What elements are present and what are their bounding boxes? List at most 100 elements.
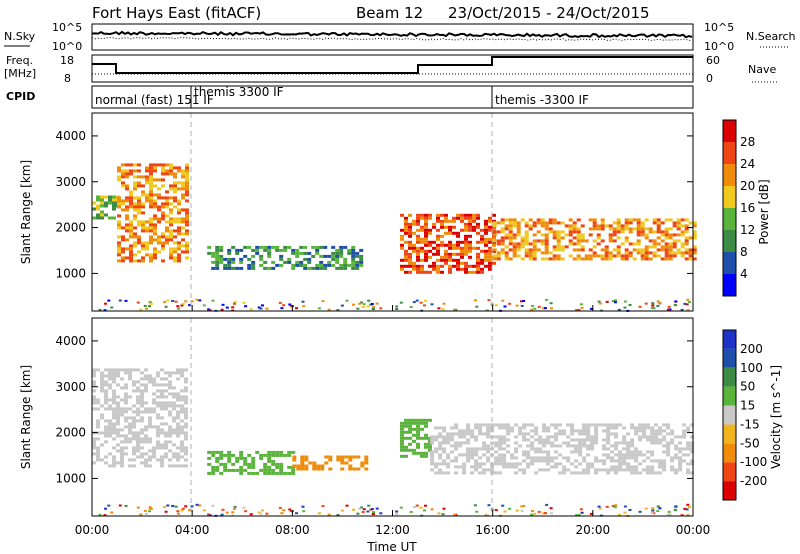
power-cell bbox=[185, 223, 189, 227]
velocity-cell bbox=[184, 398, 188, 402]
power-cell bbox=[211, 251, 216, 255]
velocity-cell bbox=[124, 504, 128, 507]
velocity-cell bbox=[542, 423, 547, 427]
velocity-cell bbox=[626, 456, 631, 460]
velocity-cell bbox=[638, 471, 643, 475]
velocity-cell bbox=[486, 456, 491, 460]
power-cell bbox=[476, 213, 480, 217]
velocity-cell bbox=[176, 395, 180, 399]
velocity-cell bbox=[654, 441, 659, 445]
power-cell bbox=[355, 260, 360, 264]
velocity-cell bbox=[438, 453, 443, 457]
power-cell bbox=[117, 169, 121, 173]
velocity-cell bbox=[562, 432, 567, 436]
power-cell bbox=[560, 257, 565, 261]
power-cell bbox=[496, 257, 501, 261]
power-cell bbox=[440, 234, 444, 238]
velocity-cell bbox=[466, 438, 471, 442]
power-cell bbox=[476, 246, 480, 250]
power-cell bbox=[592, 245, 597, 249]
velocity-cell bbox=[458, 429, 463, 433]
power-cell bbox=[468, 270, 472, 274]
velocity-cell bbox=[112, 431, 116, 435]
velocity-cell bbox=[358, 507, 362, 510]
power-cell bbox=[683, 302, 687, 305]
power-cell bbox=[185, 214, 189, 218]
velocity-cell bbox=[518, 462, 523, 466]
power-cell bbox=[416, 258, 420, 262]
power-cell bbox=[108, 216, 112, 220]
power-cell bbox=[492, 243, 496, 247]
velocity-cell bbox=[430, 453, 435, 457]
power-cell bbox=[572, 242, 577, 246]
power-cell bbox=[137, 202, 141, 206]
velocity-cell bbox=[291, 471, 296, 475]
velocity-cell bbox=[108, 419, 112, 423]
power-cell bbox=[576, 242, 581, 246]
power-cell bbox=[416, 213, 420, 217]
power-cell bbox=[468, 219, 472, 223]
power-cell bbox=[504, 233, 509, 237]
power-cell bbox=[664, 218, 669, 222]
power-cell bbox=[129, 235, 133, 239]
nsearch-series bbox=[91, 37, 693, 42]
velocity-cell bbox=[128, 437, 132, 441]
power-cell bbox=[117, 220, 121, 224]
power-cell bbox=[169, 211, 173, 215]
power-cell bbox=[464, 267, 468, 271]
velocity-cell bbox=[96, 455, 100, 459]
velocity-cell bbox=[430, 441, 435, 445]
power-cell bbox=[524, 248, 529, 252]
power-cell bbox=[177, 244, 181, 248]
power-cell bbox=[408, 228, 412, 232]
velocity-echo-cells bbox=[92, 368, 695, 517]
velocity-cell bbox=[651, 509, 655, 512]
power-cell bbox=[184, 300, 188, 303]
velocity-cell bbox=[120, 386, 124, 390]
velocity-cell bbox=[590, 423, 595, 427]
power-cell bbox=[484, 231, 488, 235]
power-cell bbox=[532, 251, 537, 255]
velocity-cell bbox=[180, 395, 184, 399]
velocity-cell bbox=[278, 506, 282, 509]
power-cell bbox=[544, 251, 549, 255]
power-cell bbox=[624, 257, 629, 261]
power-cell bbox=[161, 172, 165, 176]
nave-tick-top: 60 bbox=[706, 54, 720, 67]
power-cell bbox=[592, 251, 597, 255]
velocity-cell bbox=[514, 435, 519, 439]
velocity-cell bbox=[650, 426, 655, 430]
velocity-cell bbox=[112, 428, 116, 432]
power-cell bbox=[141, 184, 145, 188]
power-cell bbox=[169, 256, 173, 260]
power-cell bbox=[215, 260, 220, 264]
velocity-cell bbox=[152, 425, 156, 429]
power-cell bbox=[129, 190, 133, 194]
power-cell bbox=[572, 248, 577, 252]
power-cell bbox=[492, 221, 497, 225]
power-cell bbox=[544, 307, 547, 310]
power-cell bbox=[331, 263, 336, 267]
power-cell bbox=[149, 181, 153, 185]
power-cell bbox=[424, 240, 428, 244]
velocity-cell bbox=[287, 471, 292, 475]
velocity-cell bbox=[623, 505, 627, 508]
velocity-cell bbox=[474, 453, 479, 457]
power-cell bbox=[137, 175, 141, 179]
power-cell bbox=[408, 243, 412, 247]
power-cell bbox=[153, 169, 157, 173]
freq-panel: Freq. [MHz] 18 8 60 0 Nave bbox=[4, 54, 778, 85]
power-cell bbox=[472, 270, 476, 274]
power-cell bbox=[231, 260, 236, 264]
velocity-cell bbox=[168, 425, 172, 429]
velocity-cell bbox=[172, 371, 176, 375]
velocity-cell bbox=[112, 401, 116, 405]
velocity-cell bbox=[542, 468, 547, 472]
velocity-cell bbox=[110, 511, 114, 514]
velocity-cell bbox=[502, 465, 507, 469]
velocity-cell bbox=[424, 421, 428, 425]
power-cell bbox=[339, 254, 344, 258]
power-cell bbox=[444, 213, 448, 217]
power-cell bbox=[137, 223, 141, 227]
power-cell bbox=[628, 227, 633, 231]
